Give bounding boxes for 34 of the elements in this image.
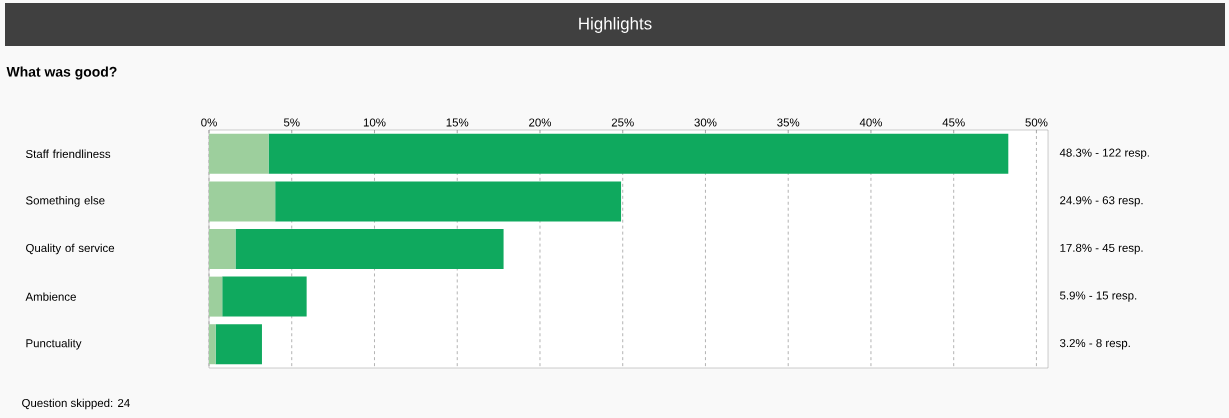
bar <box>209 276 223 317</box>
text: 3.2% - 8 resp. <box>1059 339 1130 350</box>
text: What was good? <box>6 66 117 80</box>
bar <box>215 324 262 365</box>
y-tick-label: Staff friendliness <box>26 149 111 159</box>
y-tick-label: Ambience <box>25 292 76 301</box>
x-tick-label: 45% <box>942 118 965 127</box>
text: Question skipped: 24 <box>22 398 130 410</box>
bar <box>235 229 504 269</box>
x-tick-label: 50% <box>1025 118 1048 127</box>
chart-title: Highlights <box>579 17 652 33</box>
bar <box>275 181 622 222</box>
x-tick-label: 35% <box>777 118 800 127</box>
y-tick-label: Quality of service <box>26 243 115 255</box>
bar <box>222 276 307 317</box>
x-tick-label: 20% <box>529 118 552 127</box>
text: 17.8% - 45 resp. <box>1060 243 1143 255</box>
x-tick-label: 40% <box>859 118 882 127</box>
y-tick-label: Something else <box>26 196 105 207</box>
x-tick-label: 5% <box>283 118 300 127</box>
text: 5.9% - 15 resp. <box>1059 291 1137 302</box>
x-tick-label: 15% <box>446 118 469 127</box>
bar <box>209 324 216 365</box>
bar <box>209 133 269 174</box>
bar <box>209 229 236 269</box>
bar <box>209 181 276 222</box>
x-tick-label: 10% <box>363 118 386 127</box>
x-tick-label: 25% <box>611 118 634 127</box>
text: 48.3% - 122 resp. <box>1059 148 1149 159</box>
x-tick-label: 30% <box>694 118 717 127</box>
bar <box>268 133 1009 174</box>
x-tick-label: 0% <box>201 118 217 127</box>
y-tick-label: Punctuality <box>26 338 82 350</box>
text: 24.9% - 63 resp. <box>1060 196 1143 207</box>
